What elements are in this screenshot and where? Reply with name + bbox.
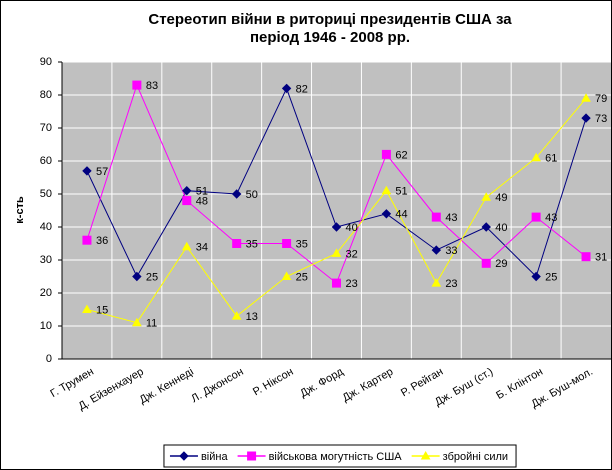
y-tick-label: 10 [40,320,52,332]
data-label: 25 [545,271,557,283]
data-point [431,245,442,255]
data-point [82,304,92,313]
data-point [182,196,192,206]
legend-label: війна [201,451,229,463]
data-label: 73 [595,113,607,125]
data-label: 33 [445,245,457,257]
legend-box [163,444,517,468]
data-label: 34 [196,242,208,254]
y-tick-label: 80 [40,89,52,101]
legend-item: збройні сили [411,450,508,463]
data-point [182,185,192,196]
data-label: 61 [545,153,557,165]
data-label: 82 [296,83,308,95]
data-label: 48 [196,196,208,208]
data-point [82,166,92,176]
data-label: 25 [146,271,158,283]
data-label: 83 [146,80,158,92]
data-point [181,241,192,251]
data-point [531,152,541,162]
y-tick-label: 30 [40,254,52,266]
data-label: 23 [346,278,358,290]
chart-title: період 1946 - 2008 рр. [250,29,410,46]
data-label: 49 [495,192,507,204]
legend-marker [179,451,189,461]
data-point [331,222,342,232]
data-point [281,271,292,280]
data-label: 51 [196,186,208,198]
data-point [331,248,342,257]
data-label: 44 [395,209,407,221]
data-label: 40 [495,222,507,234]
data-label: 62 [395,149,407,161]
legend-marker [420,450,431,460]
plot-area [62,62,611,359]
data-point [132,271,142,282]
y-tick-label: 40 [40,221,52,233]
data-label: 25 [296,271,308,283]
legend-item: війна [169,451,229,463]
data-label: 13 [246,311,258,323]
data-point [381,185,392,195]
data-label: 23 [445,278,457,290]
data-point [82,235,92,245]
data-point [231,189,242,199]
data-point [132,317,142,327]
data-point [231,311,242,320]
data-label: 32 [346,248,358,260]
data-point [431,212,441,222]
legend-label: військова могутність США [269,451,403,463]
data-label: 43 [545,212,557,224]
data-label: 57 [96,166,108,178]
data-label: 29 [495,258,507,270]
data-point [332,278,341,288]
y-tick-label: 60 [40,155,52,167]
y-tick-label: 90 [40,56,52,68]
data-point [281,83,292,94]
data-point [481,258,491,268]
data-point [581,252,591,262]
data-label: 50 [246,189,258,201]
data-label: 36 [96,235,108,247]
data-point [431,278,442,287]
data-label: 15 [96,304,108,316]
data-label: 35 [246,238,258,250]
data-label: 31 [595,252,607,264]
data-point [531,212,541,222]
data-point [232,239,242,248]
data-point [381,209,392,219]
data-point [132,80,142,90]
data-label: 40 [346,222,358,234]
data-point [481,192,492,201]
data-point [282,239,292,248]
legend-label: збройні сили [443,451,508,463]
data-label: 79 [595,93,607,105]
chart-title: Стереотип війни в риториці президентів С… [148,11,512,28]
y-axis-label: к-сть [14,196,26,224]
y-tick-label: 20 [40,287,52,299]
data-point [581,93,591,102]
data-point [531,271,541,282]
legend-item: військова могутність США [237,451,403,463]
legend: війна військова могутність США збройні сил… [163,444,517,468]
y-tick-label: 0 [46,353,52,365]
data-label: 35 [296,238,308,250]
data-point [581,113,591,123]
legend-marker [247,451,257,461]
data-label: 11 [146,318,157,330]
data-label: 51 [395,186,407,198]
data-label: 43 [445,212,457,224]
y-tick-label: 50 [40,188,52,200]
data-point [381,149,391,159]
y-tick-label: 70 [40,122,52,134]
data-point [481,222,491,232]
